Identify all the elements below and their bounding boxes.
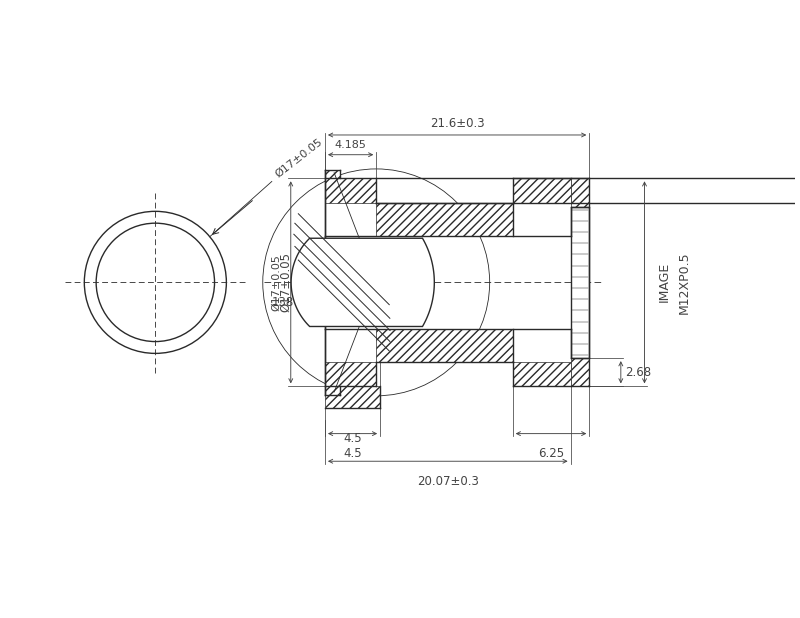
Text: 6.25: 6.25 (538, 447, 564, 460)
Text: Ø17±0.05: Ø17±0.05 (279, 252, 292, 312)
Text: IMAGE: IMAGE (658, 262, 670, 302)
Polygon shape (570, 179, 590, 206)
Polygon shape (513, 362, 570, 386)
Polygon shape (376, 203, 513, 236)
Text: Ø17±0.05: Ø17±0.05 (274, 137, 324, 180)
Polygon shape (325, 179, 376, 203)
Text: M12XP0.5: M12XP0.5 (678, 251, 690, 314)
Text: 4.185: 4.185 (334, 140, 366, 150)
Polygon shape (325, 362, 376, 386)
Text: 138°: 138° (272, 295, 300, 308)
Polygon shape (325, 386, 380, 408)
Text: 21.6±0.3: 21.6±0.3 (430, 117, 485, 130)
Polygon shape (325, 170, 340, 179)
Polygon shape (570, 206, 590, 358)
Text: 2.68: 2.68 (625, 366, 651, 379)
Polygon shape (513, 179, 570, 203)
Polygon shape (570, 358, 590, 386)
Polygon shape (291, 239, 434, 326)
Polygon shape (376, 329, 513, 362)
Text: 20.07±0.3: 20.07±0.3 (417, 475, 478, 488)
Text: 4.5: 4.5 (343, 433, 362, 446)
Text: 4.5: 4.5 (343, 447, 362, 460)
Text: Ø17±0.05: Ø17±0.05 (271, 254, 282, 311)
Polygon shape (325, 386, 340, 395)
